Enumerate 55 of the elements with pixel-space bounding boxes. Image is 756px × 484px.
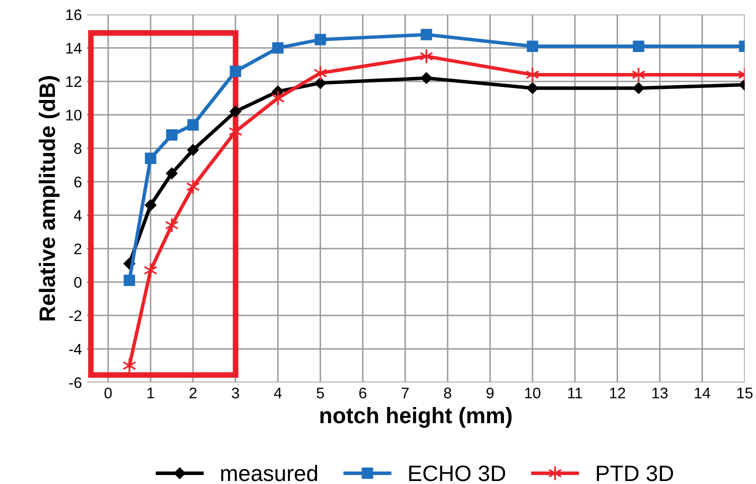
point <box>526 82 538 94</box>
point <box>632 82 644 94</box>
x-tick-label: 1 <box>148 388 154 398</box>
y-tick-label: -2 <box>69 310 82 322</box>
point <box>144 152 156 164</box>
x-tick-label: 2 <box>190 388 197 398</box>
legend-label: PTD 3D <box>596 465 674 482</box>
x-tick-label: 7 <box>402 388 409 398</box>
point <box>632 66 646 82</box>
point <box>420 28 432 40</box>
y-tick-label: 16 <box>66 9 82 20</box>
point <box>272 42 284 54</box>
x-tick-label: 14 <box>694 388 710 398</box>
legend-label: ECHO 3D <box>409 465 506 482</box>
x-tick-label: 10 <box>525 388 540 398</box>
x-tick-label: 9 <box>486 388 494 398</box>
point <box>228 124 242 140</box>
point <box>230 66 242 78</box>
y-tick-label: 2 <box>74 243 82 254</box>
y-tick-label: 10 <box>66 110 82 121</box>
y-tick-label: 0 <box>74 276 82 288</box>
point <box>314 77 326 89</box>
point <box>144 199 156 211</box>
x-tick-label: 6 <box>359 388 366 398</box>
x-axis-title: notch height (mm) <box>320 407 512 428</box>
x-tick-label: 5 <box>316 388 324 398</box>
point <box>420 72 432 84</box>
point <box>187 144 199 156</box>
y-tick-label: 4 <box>74 210 82 221</box>
y-tick-label: 12 <box>66 76 82 87</box>
point <box>187 119 199 131</box>
y-tick-label: 14 <box>66 42 82 54</box>
x-tick-label: 0 <box>104 388 112 398</box>
point <box>526 66 540 82</box>
x-tick-label: 12 <box>610 388 626 398</box>
x-tick-label: 3 <box>232 388 240 398</box>
y-tick-label: 8 <box>74 143 82 154</box>
point <box>632 40 644 52</box>
point <box>124 274 136 286</box>
y-tick-label: -4 <box>69 344 82 354</box>
x-tick-label: 8 <box>444 388 452 398</box>
legend-label: measured <box>221 464 318 482</box>
point <box>314 34 326 46</box>
x-tick-label: 13 <box>652 388 668 398</box>
y-axis-title: Relative amplitude (dB) <box>38 76 60 320</box>
y-tick-label: -6 <box>69 377 82 388</box>
point <box>186 178 200 195</box>
point <box>526 40 538 52</box>
point <box>230 106 242 118</box>
y-tick-label: 6 <box>74 176 82 188</box>
point <box>166 168 178 180</box>
x-tick-label: 11 <box>568 388 582 398</box>
x-tick-label: 15 <box>737 388 753 398</box>
x-tick-label: 4 <box>274 388 282 398</box>
point <box>166 129 178 141</box>
